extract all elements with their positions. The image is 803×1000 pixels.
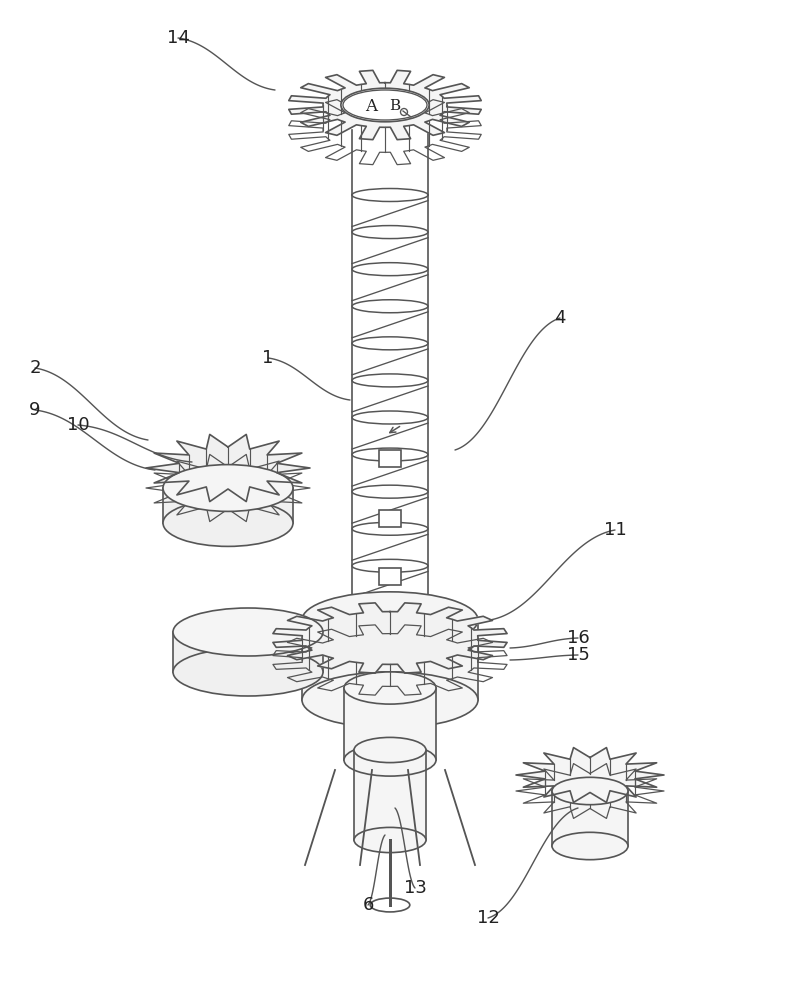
Text: 16: 16 [566, 629, 589, 647]
Ellipse shape [343, 90, 426, 120]
Ellipse shape [302, 592, 478, 648]
Ellipse shape [163, 500, 292, 546]
Ellipse shape [344, 744, 435, 776]
Text: 13: 13 [403, 879, 426, 897]
Text: 14: 14 [166, 29, 190, 47]
Text: 15: 15 [566, 646, 589, 664]
Bar [552, 791, 627, 846]
Text: B: B [389, 99, 400, 113]
Text: A: A [365, 98, 377, 115]
Text: 10: 10 [67, 416, 89, 434]
Text: 1: 1 [262, 349, 273, 367]
Bar [302, 620, 478, 700]
Ellipse shape [353, 737, 426, 763]
Polygon shape [146, 434, 310, 502]
Ellipse shape [163, 465, 292, 511]
Polygon shape [288, 70, 481, 140]
Text: 4: 4 [553, 309, 565, 327]
Bar [352, 195, 427, 640]
Ellipse shape [173, 648, 323, 696]
Bar [353, 750, 426, 840]
Ellipse shape [344, 672, 435, 704]
Text: 9: 9 [29, 401, 41, 419]
Bar [378, 510, 401, 527]
Ellipse shape [353, 827, 426, 853]
Bar [378, 450, 401, 467]
Polygon shape [516, 748, 663, 802]
Bar [163, 488, 292, 523]
Text: 12: 12 [476, 909, 499, 927]
Text: 6: 6 [362, 896, 373, 914]
Bar [173, 632, 323, 672]
Text: 11: 11 [603, 521, 626, 539]
Ellipse shape [552, 832, 627, 860]
Bar [378, 568, 401, 585]
Ellipse shape [340, 88, 429, 122]
Ellipse shape [173, 608, 323, 656]
Ellipse shape [302, 672, 478, 728]
Bar [344, 688, 435, 760]
Ellipse shape [552, 777, 627, 805]
Polygon shape [272, 603, 507, 673]
Text: 2: 2 [29, 359, 41, 377]
